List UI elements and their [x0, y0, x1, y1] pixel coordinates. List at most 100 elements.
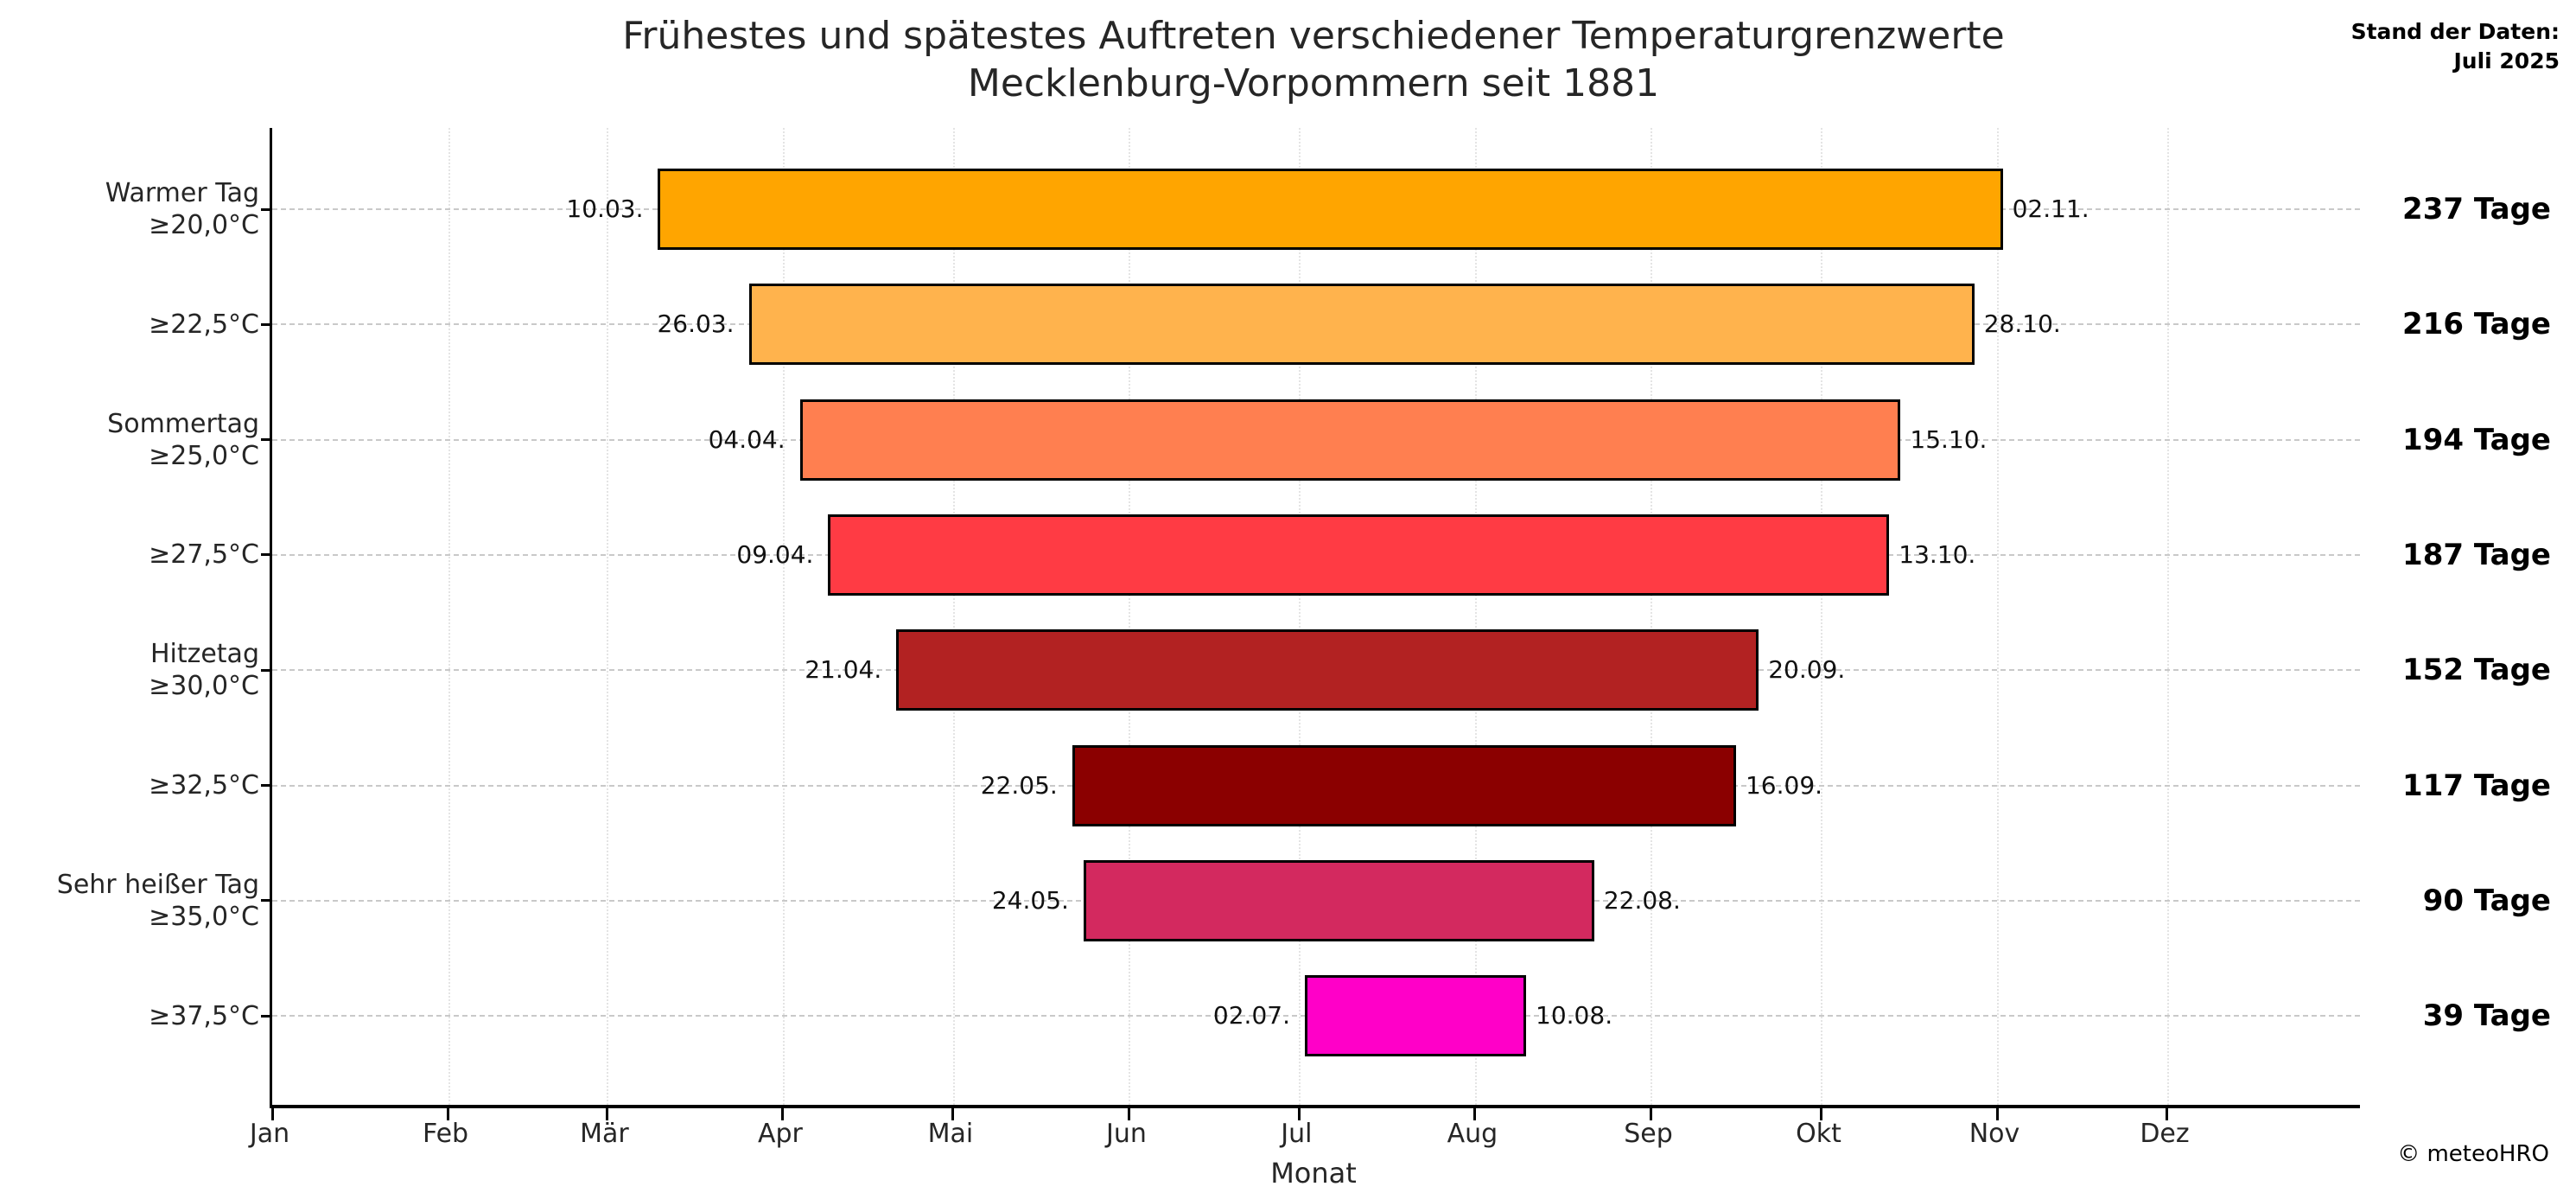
bar-end-date-label: 28.10. [1983, 309, 2061, 339]
month-gridline [448, 128, 450, 1105]
x-tick-label: Sep [1624, 1119, 1673, 1149]
duration-label: 187 Tage [2402, 537, 2551, 572]
y-category-label-line: Warmer Tag [105, 178, 259, 208]
bar-end-date-label: 16.09. [1745, 770, 1823, 800]
bar-end-date-label: 13.10. [1899, 539, 1976, 569]
bar-end-date-label: 10.08. [1536, 1001, 1613, 1030]
y-category-label: Sehr heißer Tag ≥35,0°C [0, 869, 259, 933]
chart-title-line1: Frühestes und spätestes Auftreten versch… [622, 14, 2005, 58]
x-tick [447, 1108, 450, 1120]
x-tick [270, 1108, 274, 1120]
x-tick [1995, 1108, 1999, 1120]
range-bar [658, 169, 2003, 250]
y-tick [261, 553, 272, 557]
chart-title-line2: Mecklenburg-Vorpommern seit 1881 [967, 61, 1660, 105]
bar-end-date-label: 22.08. [1603, 885, 1681, 915]
month-gridline [1129, 128, 1131, 1105]
month-gridline [1651, 128, 1653, 1105]
month-gridline [782, 128, 785, 1105]
duration-label: 237 Tage [2402, 192, 2551, 226]
y-tick [261, 1014, 272, 1018]
data-status-line1: Stand der Daten: [2350, 19, 2560, 44]
bar-start-date-label: 22.05. [980, 770, 1058, 800]
y-category-label: ≥37,5°C [0, 1000, 259, 1032]
y-tick [261, 668, 272, 672]
bar-end-date-label: 15.10. [1910, 424, 1988, 454]
y-category-label-line: ≥20,0°C [149, 210, 259, 240]
bar-start-date-label: 24.05. [991, 885, 1069, 915]
x-tick-label: Jan [249, 1119, 290, 1149]
data-status-line2: Juli 2025 [2453, 48, 2560, 73]
x-tick [605, 1108, 608, 1120]
attribution: © meteoHRO [2397, 1141, 2549, 1167]
x-tick-label: Dez [2140, 1119, 2190, 1149]
range-bar [799, 399, 1901, 481]
x-axis-title: Monat [1270, 1157, 1357, 1190]
bar-start-date-label: 10.03. [566, 195, 644, 223]
bar-start-date-label: 09.04. [736, 539, 814, 569]
x-tick-label: Okt [1796, 1119, 1841, 1149]
plot-area [261, 128, 2360, 1120]
y-category-label: Hitzetag ≥30,0°C [0, 638, 259, 702]
y-tick [261, 207, 272, 211]
x-tick [1127, 1108, 1130, 1120]
chart-title: Frühestes und spätestes Auftreten versch… [270, 12, 2357, 107]
bar-start-date-label: 04.04. [708, 424, 786, 454]
month-gridline [952, 128, 955, 1105]
data-status-note: Stand der Daten: Juli 2025 [2351, 17, 2560, 76]
y-tick [261, 899, 272, 903]
month-gridline [1997, 128, 1999, 1105]
y-category-label-line: ≥27,5°C [149, 539, 259, 571]
y-category-label: ≥22,5°C [0, 309, 259, 341]
month-gridline [1821, 128, 1823, 1105]
x-tick [951, 1108, 955, 1120]
month-gridline [2166, 128, 2169, 1105]
y-category-label-line: ≥25,0°C [149, 440, 259, 471]
range-bar [1083, 859, 1594, 941]
month-gridline [1299, 128, 1301, 1105]
y-category-label-line: Sehr heißer Tag [56, 869, 259, 900]
duration-label: 117 Tage [2402, 768, 2551, 803]
y-category-label-line: ≥37,5°C [149, 1000, 259, 1031]
x-tick-label: Mai [927, 1119, 974, 1149]
range-bar [748, 284, 1975, 366]
y-category-label: Sommertag ≥25,0°C [0, 408, 259, 472]
y-category-label: Warmer Tag ≥20,0°C [0, 177, 259, 241]
y-category-label-line: Hitzetag [149, 639, 259, 670]
duration-label: 90 Tage [2422, 883, 2551, 918]
y-category-label-line: Sommertag [107, 408, 259, 439]
y-category-label-line: ≥22,5°C [149, 309, 259, 340]
month-gridline [1474, 128, 1477, 1105]
bar-start-date-label: 02.07. [1212, 1001, 1290, 1030]
y-category-label-line: ≥35,0°C [149, 901, 259, 932]
y-category-label: ≥27,5°C [0, 539, 259, 571]
duration-label: 152 Tage [2402, 653, 2551, 688]
x-tick [1473, 1108, 1477, 1120]
bar-end-date-label: 20.09. [1768, 655, 1846, 685]
y-category-label-line: ≥32,5°C [149, 770, 259, 801]
y-tick [261, 438, 272, 442]
range-bar [1304, 975, 1527, 1057]
range-bar [1072, 744, 1736, 826]
range-bar [828, 514, 1890, 596]
duration-label: 194 Tage [2402, 422, 2551, 457]
x-tick-label: Jul [1281, 1119, 1313, 1149]
y-tick [261, 784, 272, 787]
x-tick [781, 1108, 785, 1120]
y-category-label-line: ≥30,0°C [149, 671, 259, 702]
x-tick-label: Feb [422, 1119, 469, 1149]
x-tick-label: Mär [580, 1119, 629, 1149]
x-tick [1297, 1108, 1301, 1120]
range-bar [896, 629, 1759, 711]
x-tick [2166, 1108, 2169, 1120]
x-tick-label: Apr [757, 1119, 803, 1149]
y-category-label: ≥32,5°C [0, 769, 259, 801]
x-tick-label: Nov [1969, 1119, 2020, 1149]
bar-start-date-label: 21.04. [805, 655, 882, 685]
x-tick-label: Jun [1105, 1119, 1147, 1149]
bar-end-date-label: 02.11. [2012, 195, 2089, 223]
x-tick [1649, 1108, 1652, 1120]
y-tick [261, 322, 272, 326]
duration-label: 39 Tage [2422, 998, 2551, 1034]
